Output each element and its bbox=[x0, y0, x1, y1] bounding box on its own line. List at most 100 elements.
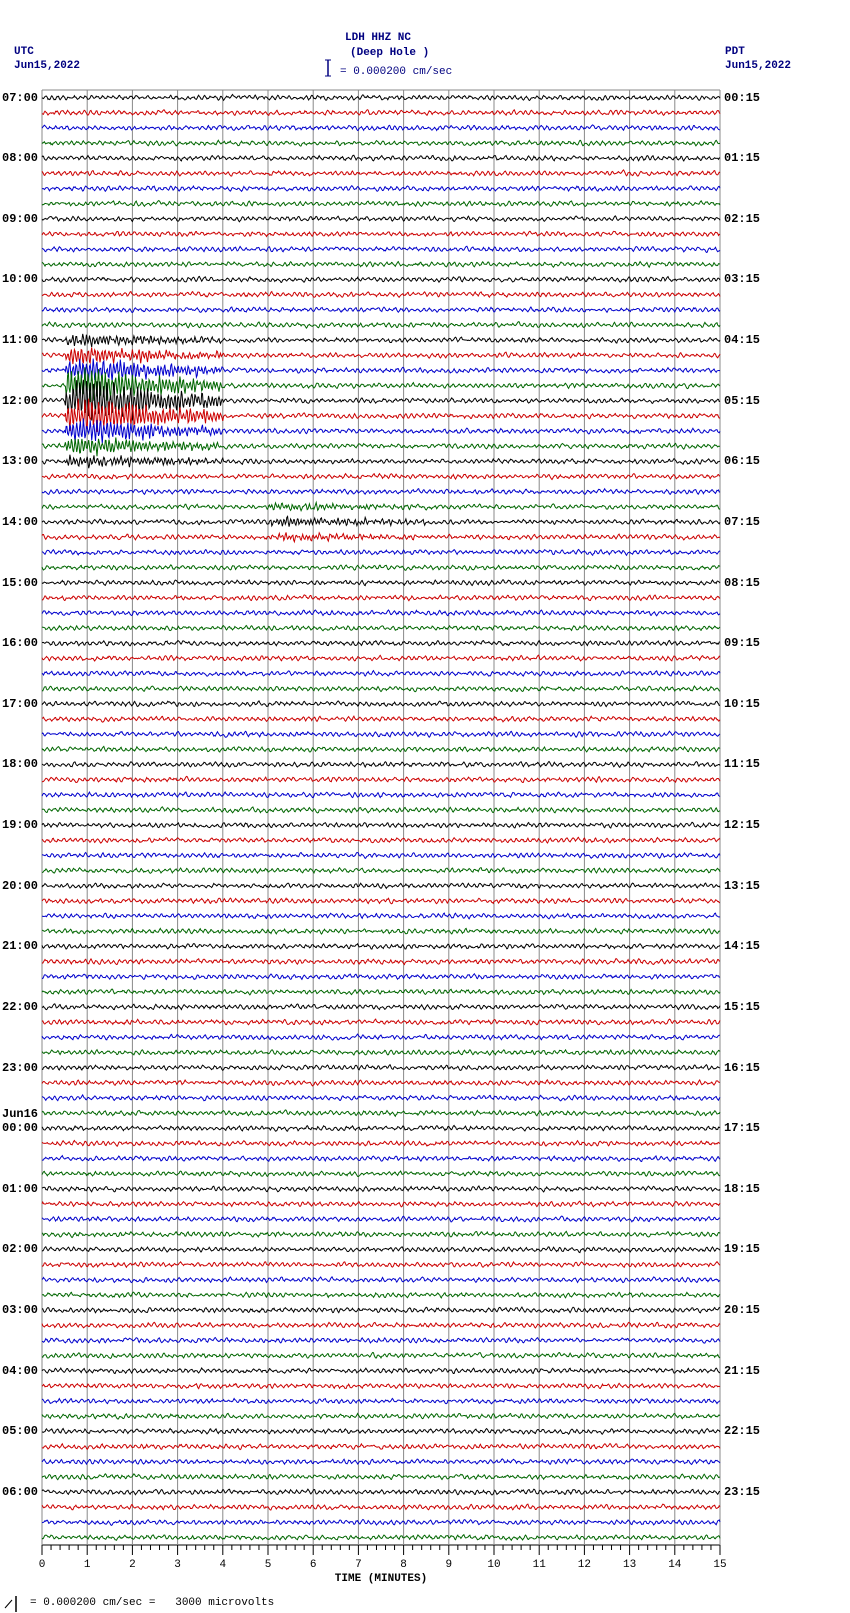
trace-row bbox=[42, 170, 720, 176]
trace-row bbox=[42, 359, 720, 382]
trace-row bbox=[42, 550, 720, 556]
trace-row bbox=[42, 1156, 720, 1162]
grid-layer bbox=[42, 90, 720, 1545]
pdt-hour-label: 15:15 bbox=[724, 1000, 760, 1014]
trace-row bbox=[42, 883, 720, 888]
trace-row bbox=[42, 1489, 720, 1495]
utc-hour-label: 18:00 bbox=[2, 757, 38, 771]
trace-row bbox=[42, 928, 720, 934]
pdt-hour-label: 17:15 bbox=[724, 1121, 760, 1135]
utc-hour-label: 06:00 bbox=[2, 1485, 38, 1499]
pdt-hour-label: 02:15 bbox=[724, 212, 760, 226]
svg-text:TIME (MINUTES): TIME (MINUTES) bbox=[335, 1573, 427, 1585]
trace-row bbox=[42, 1459, 720, 1465]
trace-row bbox=[42, 292, 720, 298]
svg-text:1: 1 bbox=[84, 1559, 91, 1571]
left-date: Jun15,2022 bbox=[14, 60, 80, 72]
trace-row bbox=[42, 1050, 720, 1055]
trace-row bbox=[42, 1368, 720, 1374]
utc-hour-label: 08:00 bbox=[2, 151, 38, 165]
trace-row bbox=[42, 1019, 720, 1025]
svg-text:2: 2 bbox=[129, 1559, 136, 1571]
trace-row bbox=[42, 1474, 720, 1480]
pdt-hour-label: 00:15 bbox=[724, 91, 760, 105]
pdt-hour-label: 23:15 bbox=[724, 1485, 760, 1499]
trace-row bbox=[42, 155, 720, 161]
utc-hour-label: 07:00 bbox=[2, 91, 38, 105]
pdt-hour-label: 19:15 bbox=[724, 1242, 760, 1256]
trace-row bbox=[42, 231, 720, 236]
svg-text:0: 0 bbox=[39, 1559, 46, 1571]
trace-row bbox=[42, 701, 720, 707]
trace-row bbox=[42, 1429, 720, 1435]
trace-row bbox=[42, 746, 720, 752]
trace-row bbox=[42, 1110, 720, 1116]
utc-hour-label: 00:00 bbox=[2, 1121, 38, 1135]
utc-date-change: Jun16 bbox=[2, 1107, 38, 1121]
trace-row bbox=[42, 565, 720, 571]
trace-row bbox=[42, 516, 720, 526]
trace-row bbox=[42, 913, 720, 919]
trace-row bbox=[42, 1292, 720, 1298]
trace-row bbox=[42, 262, 720, 268]
utc-hour-label: 09:00 bbox=[2, 212, 38, 226]
left-tz: UTC bbox=[14, 46, 34, 58]
footer-scale: = 0.000200 cm/sec = 3000 microvolts bbox=[30, 1597, 274, 1609]
trace-row bbox=[42, 246, 720, 252]
trace-row bbox=[42, 641, 720, 647]
pdt-hour-label: 09:15 bbox=[724, 636, 760, 650]
utc-hour-label: 17:00 bbox=[2, 697, 38, 711]
utc-hour-label: 05:00 bbox=[2, 1424, 38, 1438]
utc-hour-label: 10:00 bbox=[2, 272, 38, 286]
trace-row bbox=[42, 1277, 720, 1283]
svg-text:4: 4 bbox=[219, 1559, 226, 1571]
trace-row bbox=[42, 1535, 720, 1541]
pdt-hour-label: 06:15 bbox=[724, 454, 760, 468]
trace-row bbox=[42, 276, 720, 282]
scale-bar-text: = 0.000200 cm/sec bbox=[340, 66, 452, 78]
utc-hour-label: 21:00 bbox=[2, 939, 38, 953]
svg-text:3: 3 bbox=[174, 1559, 181, 1571]
pdt-hour-label: 04:15 bbox=[724, 333, 760, 347]
trace-row bbox=[42, 1186, 720, 1192]
svg-text:10: 10 bbox=[487, 1559, 500, 1571]
trace-row bbox=[42, 418, 720, 443]
station-code: LDH HHZ NC bbox=[345, 32, 411, 44]
trace-row bbox=[42, 1262, 720, 1268]
trace-row bbox=[42, 655, 720, 661]
helicorder-svg: 0123456789101112131415TIME (MINUTES) bbox=[0, 0, 850, 1613]
pdt-hour-label: 11:15 bbox=[724, 757, 760, 771]
trace-row bbox=[42, 1520, 720, 1526]
trace-row bbox=[42, 1004, 720, 1010]
trace-row bbox=[42, 1141, 720, 1147]
trace-row bbox=[42, 944, 720, 949]
svg-text:6: 6 bbox=[310, 1559, 317, 1571]
trace-row bbox=[42, 1201, 720, 1207]
trace-row bbox=[42, 1338, 720, 1344]
trace-row bbox=[42, 216, 720, 222]
utc-hour-label: 15:00 bbox=[2, 576, 38, 590]
trace-row bbox=[42, 348, 720, 365]
utc-hour-label: 04:00 bbox=[2, 1364, 38, 1378]
trace-row bbox=[42, 503, 720, 511]
trace-row bbox=[42, 610, 720, 616]
utc-hour-label: 03:00 bbox=[2, 1303, 38, 1317]
pdt-hour-label: 20:15 bbox=[724, 1303, 760, 1317]
trace-row bbox=[42, 580, 720, 586]
trace-row bbox=[42, 1504, 720, 1510]
utc-hour-label: 11:00 bbox=[2, 333, 38, 347]
trace-row bbox=[42, 1065, 720, 1071]
trace-row bbox=[42, 1322, 720, 1328]
trace-row bbox=[42, 792, 720, 798]
pdt-hour-label: 16:15 bbox=[724, 1061, 760, 1075]
trace-row bbox=[42, 626, 720, 631]
trace-row bbox=[42, 438, 720, 457]
pdt-hour-label: 21:15 bbox=[724, 1364, 760, 1378]
trace-row bbox=[42, 776, 720, 782]
trace-row bbox=[42, 307, 720, 312]
trace-row bbox=[42, 110, 720, 116]
trace-row bbox=[42, 959, 720, 965]
utc-hour-label: 14:00 bbox=[2, 515, 38, 529]
pdt-hour-label: 07:15 bbox=[724, 515, 760, 529]
trace-row bbox=[42, 974, 720, 980]
